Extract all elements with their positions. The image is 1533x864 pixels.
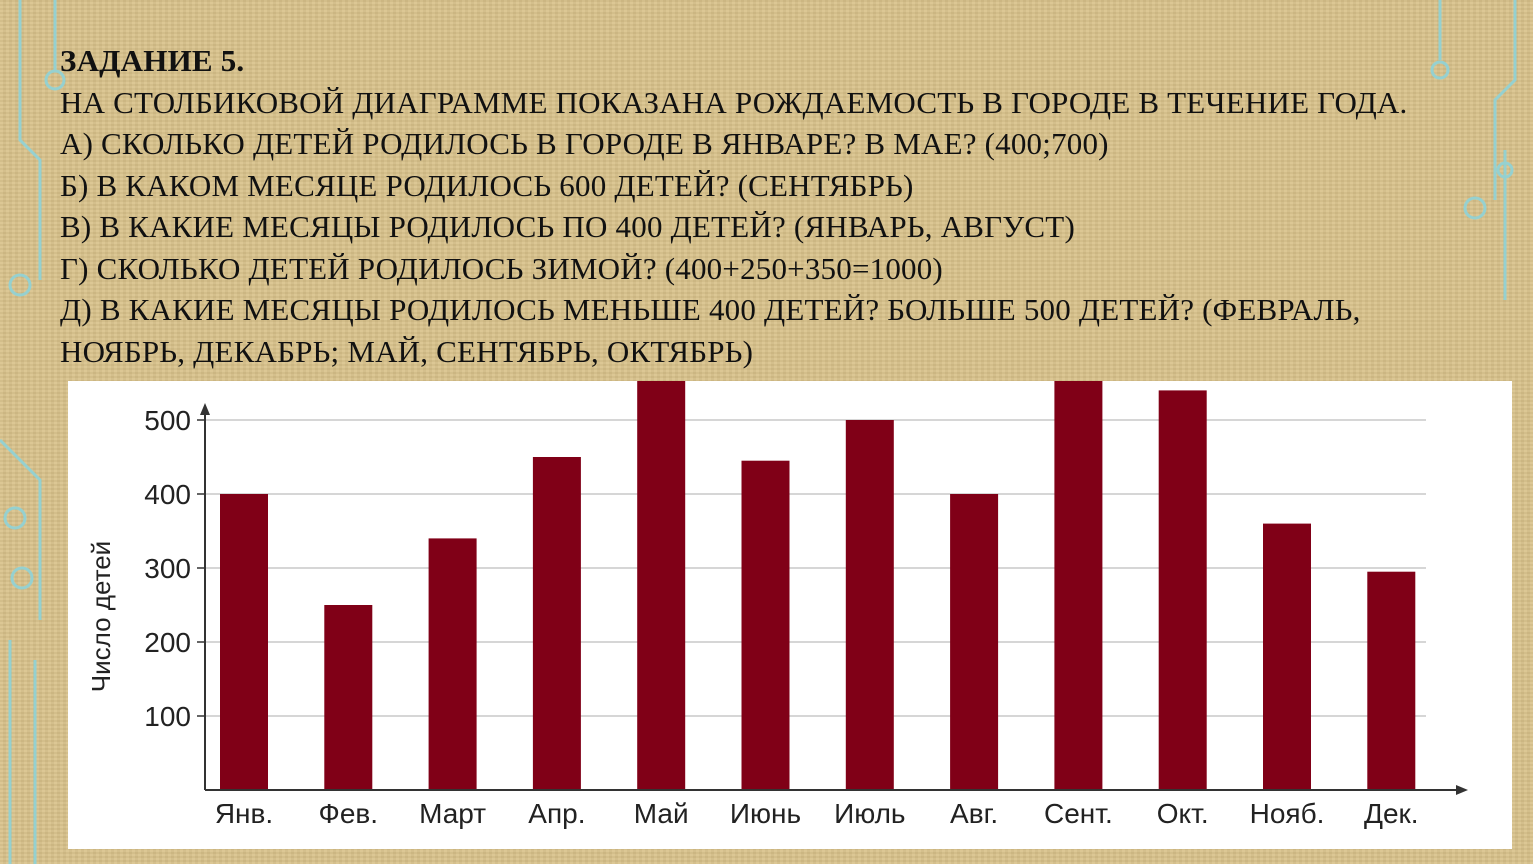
task-line: НОЯБРЬ, ДЕКАБРЬ; МАЙ, СЕНТЯБРЬ, ОКТЯБРЬ): [60, 333, 754, 369]
bar-Сент.: [1054, 381, 1103, 790]
x-tick-label: Июль: [834, 798, 905, 829]
task-title: ЗАДАНИЕ 5.: [60, 43, 245, 78]
x-tick-label: Окт.: [1157, 798, 1209, 829]
chart-panel: 100200300400500600700Янв.Фев.МартАпр.Май…: [68, 381, 1512, 849]
bar-Нояб.: [1263, 523, 1311, 790]
y-tick-label: 400: [144, 479, 191, 510]
y-tick-label: 300: [144, 553, 191, 584]
y-tick-label: 500: [144, 405, 191, 436]
x-axis-arrow: [1456, 785, 1468, 795]
x-tick-label: Май: [634, 798, 689, 829]
bar-Май: [637, 381, 686, 790]
x-tick-label: Март: [419, 798, 486, 829]
x-tick-label: Апр.: [528, 798, 585, 829]
bar-chart: 100200300400500600700Янв.Фев.МартАпр.Май…: [86, 381, 1468, 829]
x-tick-label: Нояб.: [1250, 798, 1325, 829]
x-tick-label: Фев.: [319, 798, 379, 829]
bar-Июнь: [741, 460, 790, 790]
bar-Июль: [845, 420, 894, 790]
task-line: Г) СКОЛЬКО ДЕТЕЙ РОДИЛОСЬ ЗИМОЙ? (400+25…: [60, 250, 943, 286]
y-axis-arrow: [200, 403, 210, 415]
task-line: В) В КАКИЕ МЕСЯЦЫ РОДИЛОСЬ ПО 400 ДЕТЕЙ?…: [60, 209, 1075, 244]
x-tick-label: Сент.: [1044, 798, 1113, 829]
task-line: Б) В КАКОМ МЕСЯЦЕ РОДИЛОСЬ 600 ДЕТЕЙ? (С…: [60, 167, 914, 203]
y-tick-label: 100: [144, 701, 191, 732]
y-tick-label: 200: [144, 627, 191, 658]
bar-Апр.: [532, 457, 581, 790]
bar-Янв.: [220, 494, 268, 790]
x-tick-label: Авг.: [950, 798, 998, 829]
task-line: Д) В КАКИЕ МЕСЯЦЫ РОДИЛОСЬ МЕНЬШЕ 400 ДЕ…: [60, 292, 1361, 327]
x-tick-label: Янв.: [215, 798, 273, 829]
bar-Фев.: [324, 605, 373, 790]
task-text: ЗАДАНИЕ 5. НА СТОЛБИКОВОЙ ДИАГРАММЕ ПОКА…: [60, 40, 1500, 372]
x-tick-label: Июнь: [730, 798, 801, 829]
task-line: А) СКОЛЬКО ДЕТЕЙ РОДИЛОСЬ В ГОРОДЕ В ЯНВ…: [60, 126, 1109, 161]
bar-Окт.: [1158, 390, 1207, 790]
task-line: НА СТОЛБИКОВОЙ ДИАГРАММЕ ПОКАЗАНА РОЖДАЕ…: [60, 84, 1408, 120]
bar-Дек.: [1367, 571, 1416, 790]
bar-Март: [428, 538, 477, 790]
bar-Авг.: [950, 494, 999, 790]
y-axis-label: Число детей: [86, 541, 116, 692]
x-tick-label: Дек.: [1364, 798, 1419, 829]
